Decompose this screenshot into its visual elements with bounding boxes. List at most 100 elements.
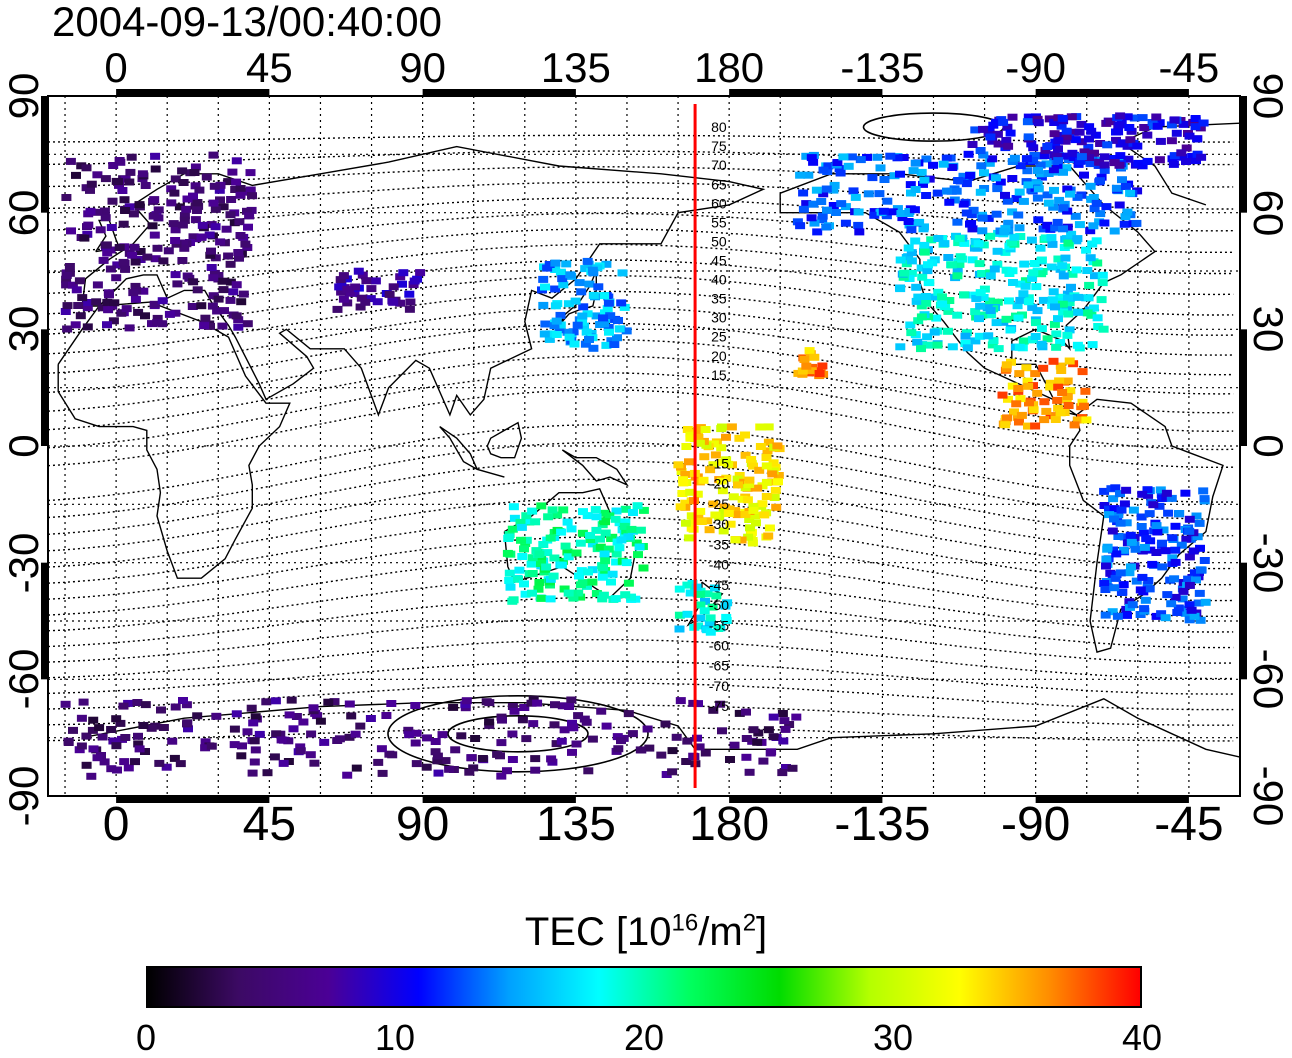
tec-cell xyxy=(210,205,221,213)
tec-cell xyxy=(692,490,703,498)
tec-cell xyxy=(87,726,98,734)
tec-cell xyxy=(107,197,118,205)
tec-cell xyxy=(850,193,861,201)
tec-cell xyxy=(1151,113,1162,121)
tec-cell xyxy=(1190,115,1201,122)
tec-cell xyxy=(617,269,628,277)
tec-cell xyxy=(308,704,319,712)
tec-cell xyxy=(1009,233,1020,241)
tec-cell xyxy=(530,766,541,774)
tec-cell xyxy=(1065,190,1075,198)
tec-cell xyxy=(606,337,617,345)
tec-cell xyxy=(387,751,398,759)
tec-cell xyxy=(94,724,105,732)
tec-cell xyxy=(207,302,218,310)
y-tick-label-left: 0 xyxy=(0,434,47,458)
contour-pole-south-outer xyxy=(387,694,649,773)
tec-cell xyxy=(1143,491,1154,499)
tec-cell xyxy=(1142,486,1153,494)
grid-lines xyxy=(48,96,1240,796)
contour-label: -50 xyxy=(709,597,729,613)
tec-cell xyxy=(1045,383,1056,391)
tec-cell xyxy=(725,520,736,528)
tec-cell xyxy=(1126,563,1136,571)
tec-cell xyxy=(869,208,880,216)
tec-cell xyxy=(1176,541,1187,549)
tec-cell xyxy=(999,228,1010,236)
tec-cell xyxy=(843,162,854,170)
tec-cell xyxy=(1100,586,1111,593)
tec-cell xyxy=(61,275,72,283)
tec-cell xyxy=(798,205,809,213)
tec-cell xyxy=(60,700,71,708)
tec-cell xyxy=(192,286,203,294)
tec-cell xyxy=(573,589,584,597)
tec-cell xyxy=(249,737,260,745)
tec-cell xyxy=(695,601,706,609)
tec-cell xyxy=(1008,279,1018,286)
tec-cell xyxy=(150,165,161,173)
tec-cell xyxy=(1053,157,1064,165)
tec-cell xyxy=(168,220,179,228)
tec-cell xyxy=(611,550,622,558)
tec-cell xyxy=(541,563,552,571)
tec-cell xyxy=(208,274,219,282)
tec-cell xyxy=(682,581,693,589)
tec-cell xyxy=(334,283,345,291)
tec-cell xyxy=(947,343,958,351)
tec-cell xyxy=(607,570,618,578)
colorbar-tick-label: 30 xyxy=(872,1017,914,1058)
tec-cell xyxy=(619,522,630,530)
tec-cell xyxy=(1131,219,1142,227)
tec-cell xyxy=(1090,131,1101,139)
tec-cell xyxy=(599,292,610,300)
tec-cell xyxy=(958,172,969,180)
tec-cell xyxy=(355,722,366,730)
tec-cell xyxy=(723,460,734,468)
tec-cell xyxy=(181,205,192,213)
tec-cell xyxy=(620,591,631,599)
tec-cell xyxy=(726,423,737,431)
tec-cell xyxy=(744,476,755,484)
tec-cell xyxy=(540,283,550,291)
tec-cell xyxy=(565,271,576,279)
tec-cell xyxy=(76,162,87,170)
tec-cell xyxy=(549,322,560,330)
tec-cell xyxy=(698,476,709,484)
tec-cell xyxy=(1085,254,1096,262)
tec-cell xyxy=(1101,555,1112,563)
tec-cell xyxy=(804,347,815,355)
tec-cell xyxy=(1009,408,1019,416)
tec-cell xyxy=(1051,343,1062,351)
tec-cell xyxy=(997,391,1008,399)
tec-cell xyxy=(1155,137,1166,145)
tec-cell xyxy=(373,758,384,766)
tec-cell xyxy=(166,199,177,207)
tec-cell xyxy=(170,703,181,711)
tec-cell xyxy=(974,315,984,323)
tec-cell xyxy=(1036,270,1047,278)
tec-cell xyxy=(1115,519,1126,527)
tec-cell xyxy=(1007,239,1018,247)
tec-cell xyxy=(1057,389,1068,396)
tec-cell xyxy=(821,223,832,231)
tec-cell xyxy=(157,320,168,328)
tec-cell xyxy=(724,505,735,513)
x-tick-label-bottom: 45 xyxy=(242,798,297,851)
tec-cell xyxy=(745,524,755,532)
tec-cell xyxy=(941,154,952,162)
tec-cell xyxy=(556,528,567,536)
tec-cell xyxy=(83,221,94,229)
contour-label: 80 xyxy=(711,119,727,135)
tec-cell xyxy=(937,293,947,301)
tec-cell xyxy=(1042,191,1053,199)
tec-cell xyxy=(357,271,368,279)
tec-cell xyxy=(164,310,175,318)
tec-cell xyxy=(104,291,114,299)
tec-cell xyxy=(943,307,954,315)
tec-cell xyxy=(1169,152,1180,160)
tec-cell xyxy=(977,227,988,235)
colorbar-tick-label: 40 xyxy=(1121,1017,1163,1058)
coastline xyxy=(81,145,766,417)
tec-cell xyxy=(118,258,129,266)
